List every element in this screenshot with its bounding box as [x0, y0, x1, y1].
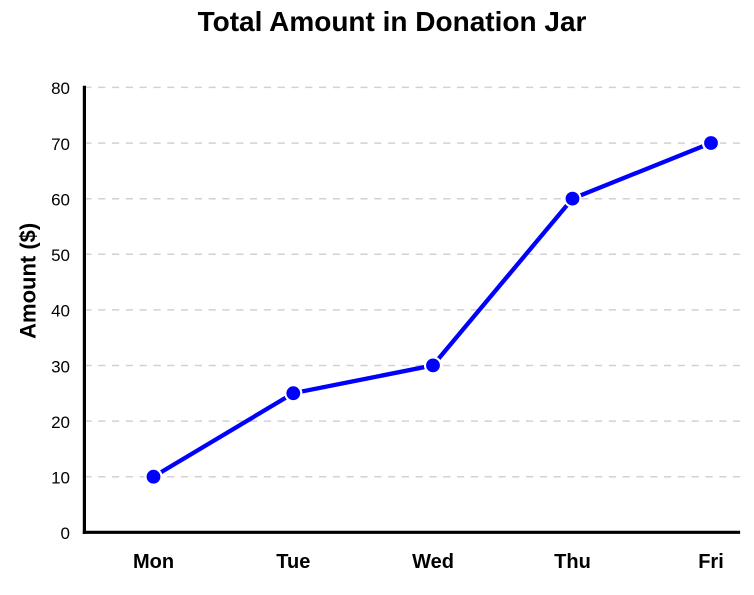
svg-text:Mon: Mon — [133, 551, 174, 573]
svg-text:10: 10 — [51, 469, 70, 488]
svg-text:80: 80 — [51, 79, 70, 98]
svg-text:20: 20 — [51, 413, 70, 432]
svg-text:Amount ($): Amount ($) — [15, 223, 40, 339]
svg-text:Tue: Tue — [276, 551, 310, 573]
svg-text:70: 70 — [51, 135, 70, 154]
svg-text:Thu: Thu — [554, 551, 591, 573]
svg-text:50: 50 — [51, 246, 70, 265]
svg-text:30: 30 — [51, 357, 70, 376]
svg-text:0: 0 — [61, 524, 70, 543]
svg-text:Total Amount in Donation Jar: Total Amount in Donation Jar — [198, 6, 587, 37]
svg-text:Fri: Fri — [698, 551, 724, 573]
svg-text:60: 60 — [51, 191, 70, 210]
svg-text:Wed: Wed — [412, 551, 454, 573]
svg-text:40: 40 — [51, 302, 70, 321]
